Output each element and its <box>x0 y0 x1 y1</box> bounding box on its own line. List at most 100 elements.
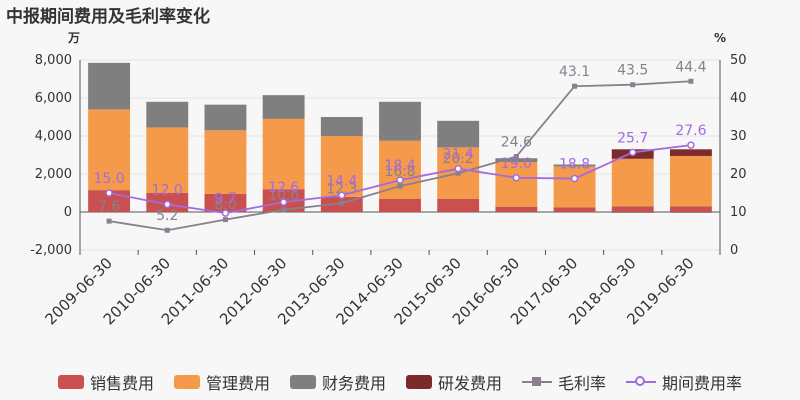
gross-margin-point <box>397 183 403 189</box>
legend-swatch-sales <box>57 375 84 389</box>
left-tick-label: 2,000 <box>35 167 72 182</box>
gross-margin-data-label: 24.6 <box>501 135 532 151</box>
chart-title: 中报期间费用及毛利率变化 <box>6 7 210 27</box>
left-tick-label: 0 <box>64 205 72 220</box>
legend-item-expense-rate[interactable]: 期间费用率 <box>626 370 742 394</box>
right-tick-label: 30 <box>730 129 747 144</box>
bar-segment <box>553 164 596 167</box>
gross-margin-point <box>455 170 461 176</box>
legend-label-rd: 研发费用 <box>438 374 503 393</box>
right-tick-label: 0 <box>730 243 738 258</box>
right-tick-label: 10 <box>730 205 747 220</box>
bar-segment <box>146 101 189 128</box>
legend-item-gross-margin[interactable]: 毛利率 <box>522 370 606 394</box>
gross-margin-point <box>222 217 228 223</box>
left-tick-label: 4,000 <box>35 129 72 144</box>
bar-segment <box>379 101 421 141</box>
expense-rate-point <box>396 176 404 184</box>
legend-swatch-expense-rate <box>626 375 657 389</box>
left-tick-label: 6,000 <box>35 91 72 106</box>
bar-segment <box>495 162 538 207</box>
bar-segment <box>611 206 654 212</box>
legend-swatch-finance <box>289 375 316 389</box>
bar-segment <box>495 206 538 212</box>
bar-segment <box>669 206 712 212</box>
gross-margin-point <box>164 227 170 233</box>
gross-margin-data-label: 20.2 <box>443 151 474 167</box>
expense-rate-point <box>454 164 462 173</box>
left-unit-label: 万 <box>67 31 80 45</box>
bar-segment <box>611 158 654 207</box>
legend-label-finance: 财务费用 <box>321 374 386 393</box>
bar-segment <box>379 198 421 212</box>
gross-margin-data-label: 8.0 <box>214 198 236 214</box>
expense-rate-data-label: 15.0 <box>94 171 125 187</box>
bar-segment <box>320 117 363 136</box>
expense-rate-data-label: 19.0 <box>501 156 532 172</box>
expense-rate-point <box>279 198 288 206</box>
bar-segment <box>262 95 305 119</box>
expense-rate-point <box>338 191 346 200</box>
gross-margin-data-label: 7.6 <box>98 199 120 215</box>
bar-segment <box>204 130 247 194</box>
bar-segment <box>553 207 596 212</box>
right-tick-label: 50 <box>730 53 747 68</box>
chart-svg: 8,000 6,000 4,000 2,000 0 -2,000 50 40 30 20 10 0 万%… <box>30 31 747 328</box>
legend-swatch-admin <box>173 375 200 389</box>
gross-margin-point <box>281 207 287 213</box>
gross-margin-data-label: 5.2 <box>156 208 178 224</box>
gross-margin-point <box>339 200 345 206</box>
expense-rate-data-label: 27.6 <box>675 123 706 139</box>
bar-segment <box>320 136 363 197</box>
legend: 销售费用 管理费用 财务费用 研发费用 毛利率 期间费用率 <box>0 370 800 394</box>
legend-label-admin: 管理费用 <box>205 374 270 393</box>
expense-rate-point <box>105 189 113 197</box>
legend-swatch-rd <box>406 375 432 389</box>
bar-segment <box>204 104 247 131</box>
bar-segment <box>669 149 712 156</box>
right-tick-label: 20 <box>730 167 747 182</box>
right-unit-label: % <box>714 31 726 45</box>
expense-rate-data-label: 18.8 <box>559 157 590 173</box>
bar-segment <box>88 109 131 191</box>
legend-item-sales[interactable]: 销售费用 <box>57 370 154 394</box>
bar-segment <box>669 212 712 213</box>
legend-label-sales: 销售费用 <box>89 374 154 393</box>
gross-margin-point <box>630 82 636 88</box>
gross-margin-data-label: 10.6 <box>268 188 299 204</box>
bar-segment <box>204 193 247 212</box>
gross-margin-data-label: 16.8 <box>384 164 415 180</box>
expense-rate-data-label: 12.0 <box>152 182 183 198</box>
legend-label-gross-margin: 毛利率 <box>558 374 607 393</box>
gross-margin-point <box>106 218 112 224</box>
left-tick-label: -2,000 <box>30 243 72 258</box>
expense-rate-point <box>628 148 637 157</box>
bar-segment <box>611 212 654 213</box>
bar-segment <box>88 62 131 110</box>
expense-rate-point <box>221 209 230 217</box>
expense-rate-data-label: 21.4 <box>443 147 474 163</box>
bar-segment <box>669 155 712 207</box>
bar-segment <box>262 118 305 190</box>
bar-segment <box>495 158 538 163</box>
expense-rate-point <box>687 141 695 149</box>
bar-segment <box>146 127 189 193</box>
expense-rate-point <box>570 174 579 183</box>
gross-margin-data-label: 43.5 <box>617 63 648 79</box>
legend-item-admin[interactable]: 管理费用 <box>173 370 270 394</box>
expense-rate-data-label: 18.4 <box>384 158 415 174</box>
bar-segment <box>379 140 421 199</box>
expense-rate-point <box>512 174 521 182</box>
gross-margin-data-label: 44.4 <box>675 59 706 75</box>
gross-margin-point <box>572 83 578 89</box>
expense-rate-data-label: 14.4 <box>326 173 357 189</box>
bar-segment <box>437 198 480 212</box>
legend-item-rd[interactable]: 研发费用 <box>406 370 502 394</box>
legend-item-finance[interactable]: 财务费用 <box>289 370 386 394</box>
bar-segment <box>437 120 480 148</box>
gross-margin-point <box>513 154 519 160</box>
right-tick-label: 40 <box>730 91 747 106</box>
expense-rate-data-label: 9.7 <box>214 191 236 207</box>
legend-label-expense-rate: 期间费用率 <box>662 374 743 393</box>
